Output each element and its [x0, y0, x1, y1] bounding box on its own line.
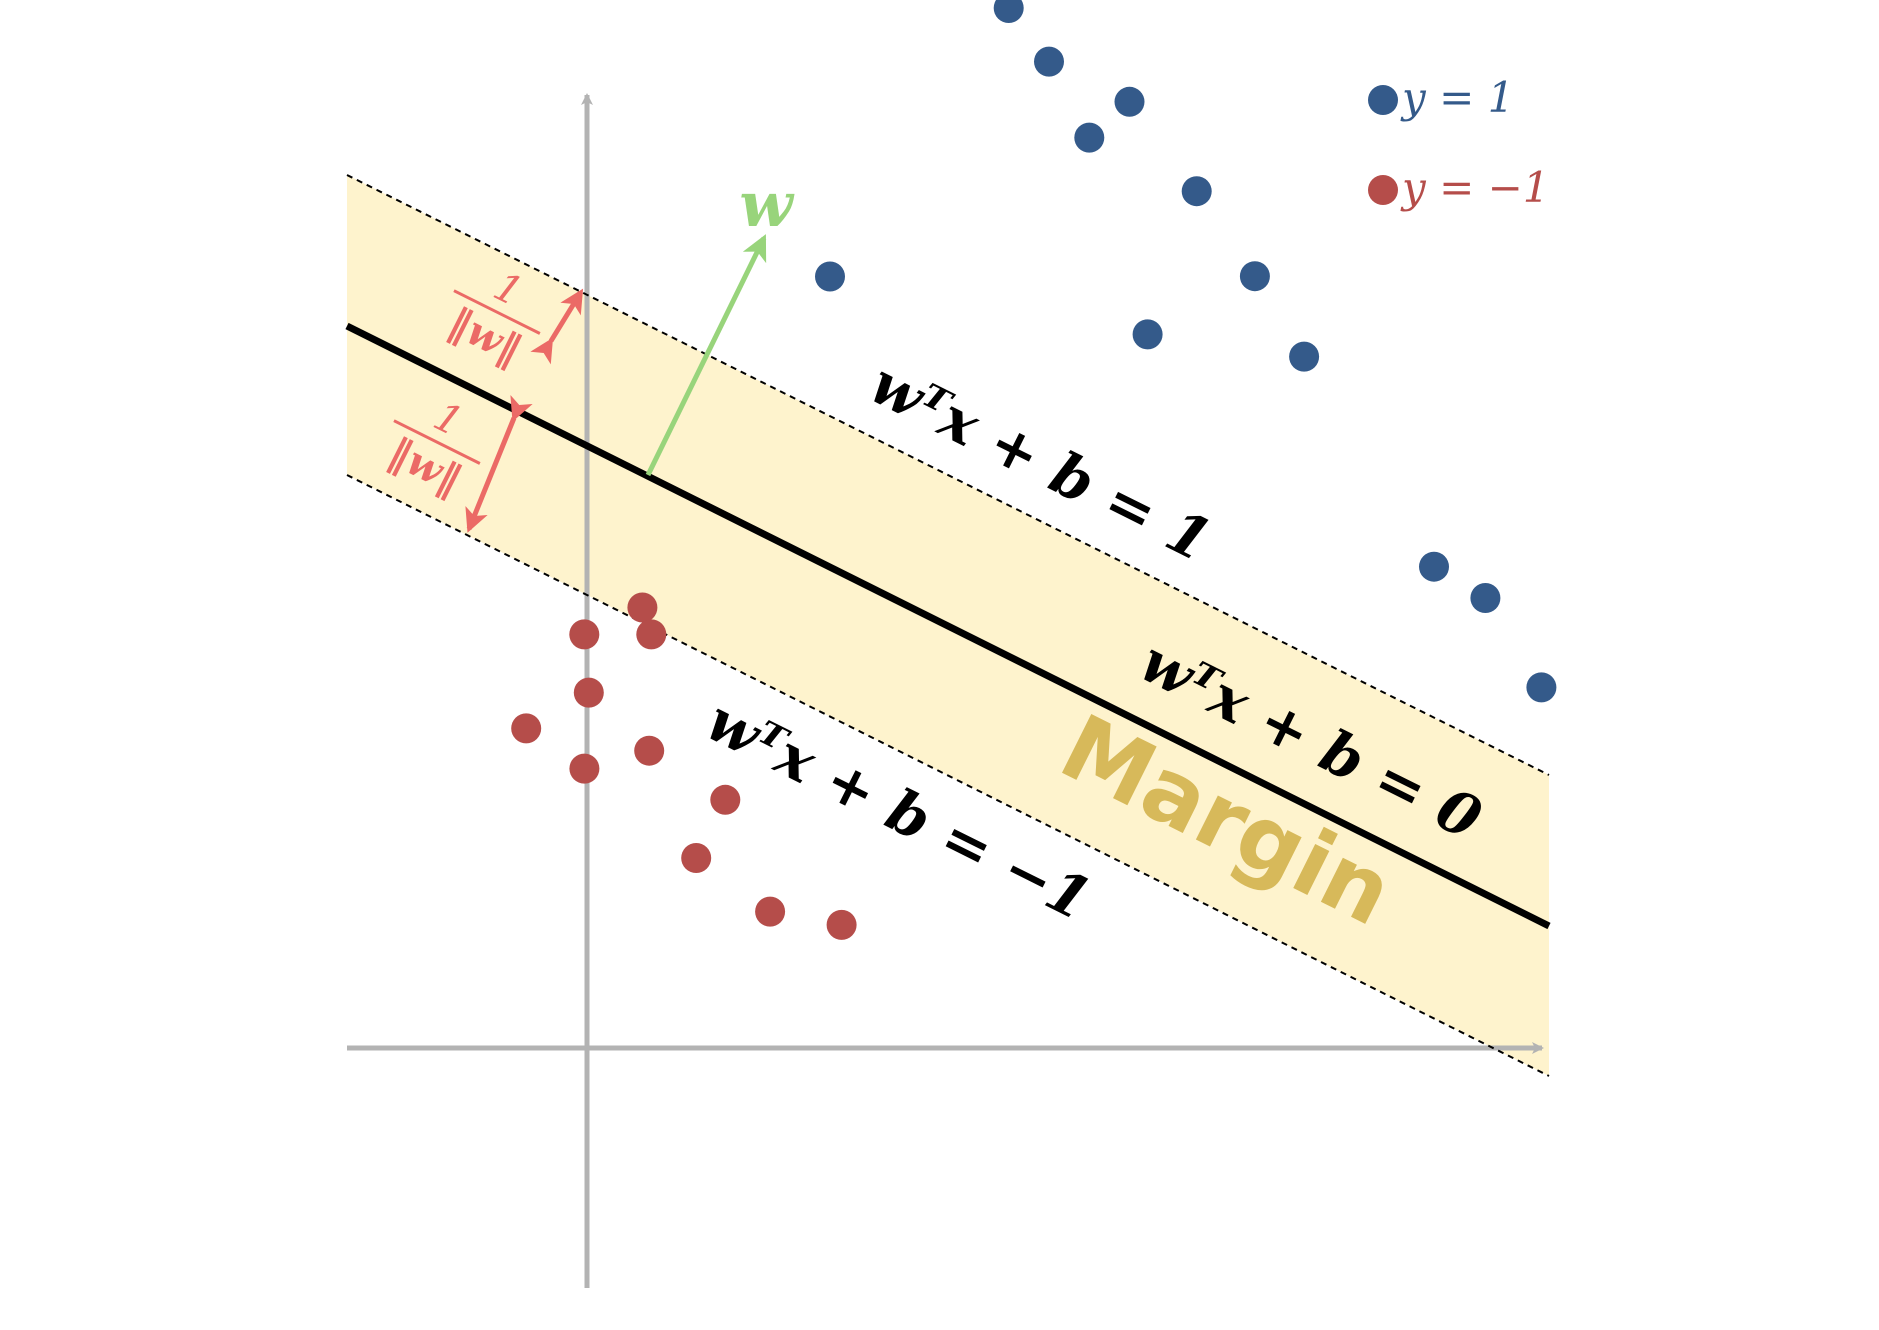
legend-positive-marker: [1368, 85, 1398, 115]
negative-point: [755, 896, 786, 927]
negative-point: [569, 619, 600, 650]
negative-point: [634, 735, 665, 766]
positive-point: [993, 0, 1024, 23]
positive-point: [1239, 261, 1270, 292]
negative-point: [569, 753, 600, 784]
positive-class-points: [815, 0, 1557, 703]
positive-point: [1526, 672, 1557, 703]
positive-point: [1419, 551, 1449, 582]
positive-point: [1114, 86, 1145, 117]
legend-negative-label: y = −1: [1400, 163, 1550, 212]
positive-point: [1181, 176, 1212, 207]
negative-point: [826, 909, 857, 940]
legend-positive-label: y = 1: [1400, 73, 1514, 122]
legend: y = 1 y = −1: [1368, 73, 1550, 212]
lower-margin-line: [346, 474, 1550, 1077]
positive-point: [815, 261, 845, 292]
positive-point: [1289, 341, 1320, 372]
positive-point: [1034, 46, 1064, 77]
distance-arrow-top: [530, 288, 584, 365]
normal-vector-label: w: [739, 168, 795, 241]
negative-point: [573, 677, 604, 708]
positive-point: [1470, 583, 1501, 613]
distance-label-top-fraction-bar: [453, 289, 541, 335]
upper-margin-line: [346, 174, 1550, 776]
negative-point: [636, 619, 667, 650]
distance-arrow-bottom: [465, 394, 533, 533]
negative-point: [627, 592, 658, 623]
negative-class-points: [511, 592, 857, 940]
negative-point: [681, 843, 712, 873]
normal-vector-arrow: [645, 234, 767, 477]
positive-point: [1074, 122, 1105, 153]
negative-point: [710, 784, 741, 815]
legend-negative-marker: [1368, 175, 1398, 205]
decision-boundary-line: [345, 322, 1551, 930]
distance-label-bottom-fraction-bar: [393, 419, 481, 465]
positive-point: [1132, 319, 1163, 350]
negative-point: [511, 713, 542, 744]
